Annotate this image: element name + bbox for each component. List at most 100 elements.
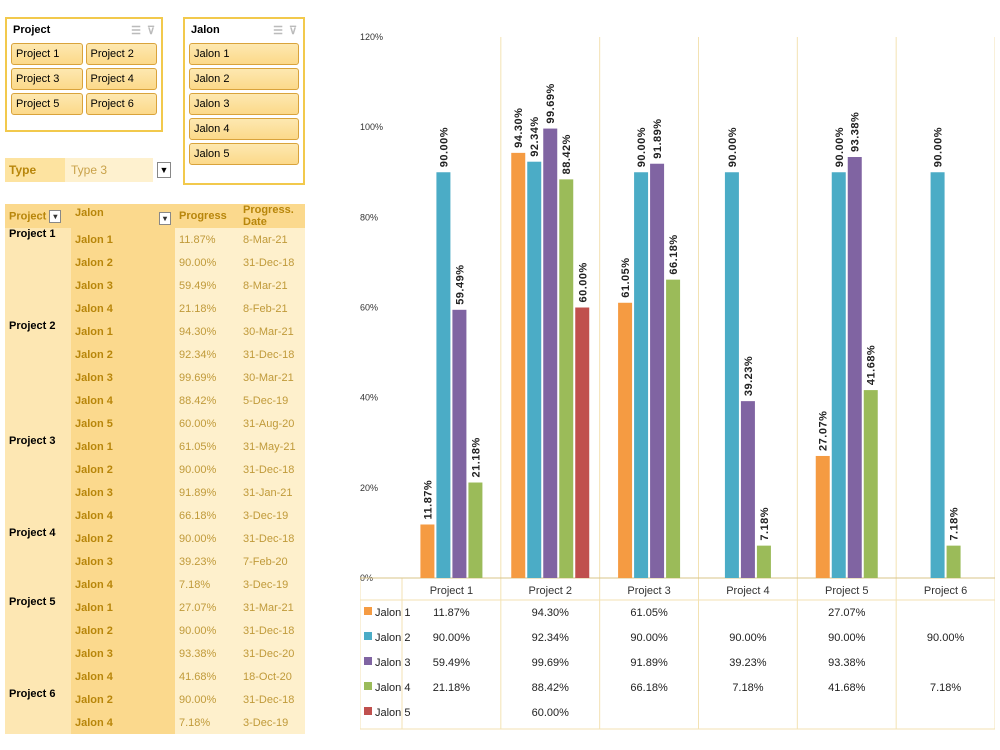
pivot-cell-progress: 60.00% — [175, 412, 239, 435]
table-row: Jalon 2 90.00% 31-Dec-18 — [5, 619, 305, 642]
table-cell: 60.00% — [532, 707, 570, 719]
data-label: 7.18% — [759, 507, 771, 541]
table-cell: 21.18% — [433, 682, 471, 694]
slicer-item-project-2[interactable]: Project 2 — [85, 43, 157, 65]
pivot-cell-progress: 7.18% — [175, 711, 239, 734]
pivot-table: Project ▾ Jalon ▾ Progress Progress. Dat… — [5, 204, 305, 734]
data-label: 92.34% — [529, 116, 541, 156]
category-label: Project 1 — [430, 585, 473, 597]
pivot-cell-date: 31-Dec-18 — [239, 251, 305, 274]
pivot-cell-jalon: Jalon 2 — [71, 251, 175, 274]
project-slicer-title: Project — [13, 24, 51, 36]
pivot-cell-project — [5, 274, 71, 297]
pivot-cell-date: 31-Dec-18 — [239, 688, 305, 711]
pivot-cell-progress: 92.34% — [175, 343, 239, 366]
multi-select-icon[interactable]: ☰ — [131, 24, 141, 37]
legend-label: Jalon 5 — [375, 707, 410, 719]
bar — [575, 307, 590, 578]
pivot-cell-progress: 91.89% — [175, 481, 239, 504]
data-label: 41.68% — [866, 345, 878, 385]
pivot-cell-progress: 11.87% — [175, 228, 239, 251]
pivot-cell-progress: 21.18% — [175, 297, 239, 320]
legend-swatch — [364, 632, 372, 640]
bar — [618, 302, 633, 578]
type-filter-label: Type — [5, 158, 65, 182]
table-row: Project 2 Jalon 1 94.30% 30-Mar-21 — [5, 320, 305, 343]
table-row: Jalon 2 92.34% 31-Dec-18 — [5, 343, 305, 366]
table-row: Project 6 Jalon 2 90.00% 31-Dec-18 — [5, 688, 305, 711]
pivot-cell-jalon: Jalon 4 — [71, 504, 175, 527]
category-label: Project 3 — [627, 585, 670, 597]
data-label: 66.18% — [668, 234, 680, 274]
bar — [930, 172, 945, 578]
table-row: Jalon 2 90.00% 31-Dec-18 — [5, 458, 305, 481]
table-row: Jalon 4 41.68% 18-Oct-20 — [5, 665, 305, 688]
bar — [946, 545, 961, 578]
y-tick-label: 120% — [360, 32, 383, 42]
pivot-cell-project — [5, 642, 71, 665]
pivot-cell-jalon: Jalon 1 — [71, 320, 175, 343]
bar — [724, 172, 739, 578]
data-label: 90.00% — [438, 127, 450, 167]
table-cell: 90.00% — [927, 632, 965, 644]
bar — [559, 179, 574, 578]
pivot-cell-date: 31-Dec-18 — [239, 527, 305, 550]
slicer-item-jalon-1[interactable]: Jalon 1 — [189, 43, 299, 65]
slicer-item-jalon-5[interactable]: Jalon 5 — [189, 143, 299, 165]
slicer-item-project-4[interactable]: Project 4 — [85, 68, 157, 90]
pivot-cell-project — [5, 251, 71, 274]
type-filter-value: Type 3 — [65, 158, 153, 182]
table-cell: 90.00% — [433, 632, 471, 644]
table-row: Jalon 3 99.69% 30-Mar-21 — [5, 366, 305, 389]
table-row: Jalon 3 91.89% 31-Jan-21 — [5, 481, 305, 504]
pivot-cell-jalon: Jalon 4 — [71, 297, 175, 320]
slicer-item-jalon-4[interactable]: Jalon 4 — [189, 118, 299, 140]
data-label: 11.87% — [422, 480, 434, 520]
clear-filter-icon[interactable]: ⊽ — [146, 24, 155, 37]
pivot-cell-project — [5, 711, 71, 734]
category-label: Project 2 — [529, 585, 572, 597]
clear-filter-icon[interactable]: ⊽ — [288, 24, 297, 37]
pivot-cell-date: 3-Dec-19 — [239, 504, 305, 527]
pivot-cell-project: Project 2 — [5, 320, 71, 343]
slicer-item-jalon-3[interactable]: Jalon 3 — [189, 93, 299, 115]
slicer-item-project-3[interactable]: Project 3 — [11, 68, 83, 90]
slicer-item-jalon-2[interactable]: Jalon 2 — [189, 68, 299, 90]
table-cell: 90.00% — [630, 632, 668, 644]
bar — [452, 309, 467, 578]
pivot-header-jalon-label: Jalon — [75, 207, 104, 219]
pivot-cell-progress: 90.00% — [175, 619, 239, 642]
bar — [527, 161, 542, 578]
table-row: Jalon 4 7.18% 3-Dec-19 — [5, 573, 305, 596]
pivot-cell-progress: 27.07% — [175, 596, 239, 619]
pivot-cell-date: 31-Dec-20 — [239, 642, 305, 665]
pivot-cell-project: Project 3 — [5, 435, 71, 458]
table-cell: 90.00% — [828, 632, 866, 644]
pivot-cell-project — [5, 550, 71, 573]
project-filter-dropdown-icon[interactable]: ▾ — [49, 209, 62, 223]
table-row: Jalon 5 60.00% 31-Aug-20 — [5, 412, 305, 435]
pivot-header-project: Project ▾ — [5, 204, 71, 228]
bar — [511, 152, 526, 578]
table-row: Jalon 4 66.18% 3-Dec-19 — [5, 504, 305, 527]
pivot-cell-date: 31-Dec-18 — [239, 458, 305, 481]
table-cell: 88.42% — [532, 682, 570, 694]
slicer-item-project-5[interactable]: Project 5 — [11, 93, 83, 115]
multi-select-icon[interactable]: ☰ — [273, 24, 283, 37]
jalon-filter-dropdown-icon[interactable]: ▾ — [159, 212, 171, 225]
table-cell: 39.23% — [729, 657, 767, 669]
slicer-item-project-6[interactable]: Project 6 — [85, 93, 157, 115]
table-cell: 90.00% — [729, 632, 767, 644]
pivot-cell-jalon: Jalon 5 — [71, 412, 175, 435]
table-cell: 93.38% — [828, 657, 866, 669]
data-label: 99.69% — [545, 83, 557, 123]
pivot-cell-date: 8-Mar-21 — [239, 274, 305, 297]
bar — [863, 390, 878, 578]
filter-dropdown-icon[interactable]: ▼ — [157, 162, 171, 178]
pivot-cell-jalon: Jalon 2 — [71, 688, 175, 711]
table-row: Jalon 2 90.00% 31-Dec-18 — [5, 251, 305, 274]
slicer-item-project-1[interactable]: Project 1 — [11, 43, 83, 65]
pivot-cell-jalon: Jalon 4 — [71, 389, 175, 412]
pivot-cell-project — [5, 619, 71, 642]
project-slicer: Project ☰ ⊽ Project 1 Project 2 Project … — [5, 17, 163, 132]
